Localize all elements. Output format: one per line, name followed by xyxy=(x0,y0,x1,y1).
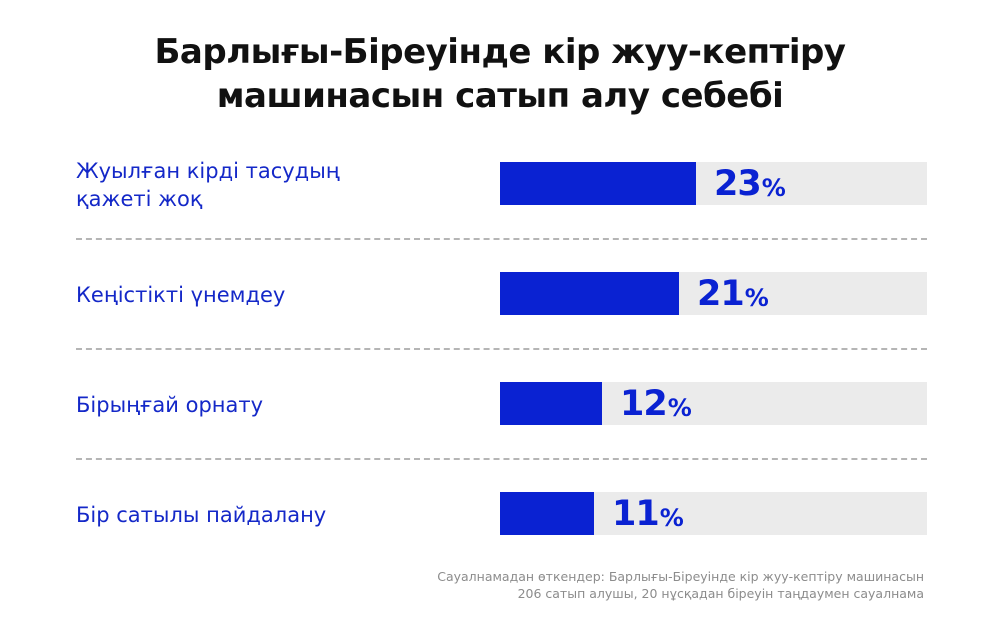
data-label: 23% xyxy=(714,162,786,205)
bar-track: 21% xyxy=(500,272,927,315)
survey-footnote: Сауалнамадан өткендер: Барлығы-Біреуінде… xyxy=(324,568,924,602)
data-label: 21% xyxy=(697,272,769,315)
bar-row: Бір сатылы пайдалану 11% xyxy=(76,460,927,569)
row-divider xyxy=(76,238,927,240)
category-label: Кеңістікті үнемдеу xyxy=(76,282,286,307)
chart-title: Барлығы-Біреуінде кір жуу-кептіру машина… xyxy=(100,30,900,118)
bar xyxy=(500,382,602,425)
data-label-value: 21 xyxy=(697,273,745,314)
row-divider xyxy=(76,458,927,460)
data-label-value: 11 xyxy=(612,493,660,534)
bar xyxy=(500,492,594,535)
data-label-unit: % xyxy=(659,503,684,532)
bar-row: Кеңістікті үнемдеу 21% xyxy=(76,240,927,349)
bar-track: 11% xyxy=(500,492,927,535)
bar-row: Бірыңғай орнату 12% xyxy=(76,350,927,459)
chart-title-line-1: Барлығы-Біреуінде кір жуу-кептіру xyxy=(154,32,846,72)
category-label: Бірыңғай орнату xyxy=(76,392,264,417)
category-label: Жуылған кірді тасудың қажеті жоқ xyxy=(76,158,340,211)
data-label-unit: % xyxy=(744,283,769,312)
bar-track: 12% xyxy=(500,382,927,425)
bar xyxy=(500,162,696,205)
bar xyxy=(500,272,679,315)
row-divider xyxy=(76,348,927,350)
chart-title-line-2: машинасын сатып алу себебі xyxy=(216,76,784,116)
bar-track: 23% xyxy=(500,162,927,205)
bar-row: Жуылған кірді тасудың қажеті жоқ 23% xyxy=(76,130,927,239)
data-label: 11% xyxy=(612,492,684,535)
data-label-unit: % xyxy=(761,173,786,202)
data-label: 12% xyxy=(620,382,692,425)
footnote-line-1: Сауалнамадан өткендер: Барлығы-Біреуінде… xyxy=(437,569,924,584)
data-label-value: 12 xyxy=(620,383,668,424)
bar-chart: Жуылған кірді тасудың қажеті жоқ 23% Кең… xyxy=(76,130,927,550)
footnote-line-2: 206 сатып алушы, 20 нұсқадан біреуін таң… xyxy=(517,586,924,601)
category-label: Бір сатылы пайдалану xyxy=(76,502,327,527)
data-label-unit: % xyxy=(667,393,692,422)
data-label-value: 23 xyxy=(714,163,762,204)
